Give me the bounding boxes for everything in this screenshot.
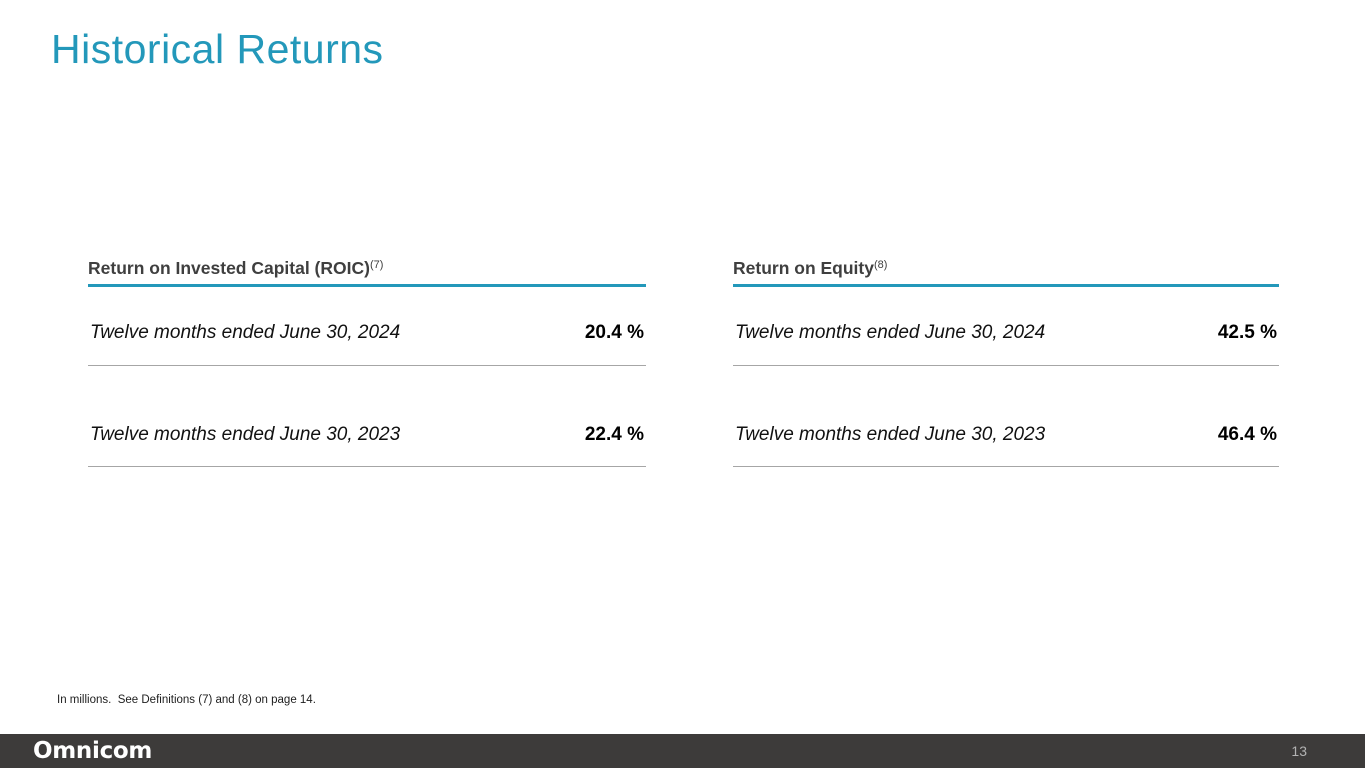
page-title: Historical Returns: [51, 26, 384, 72]
row-value: 20.4 %: [584, 322, 644, 343]
roe-table-title: Return on Equity(8): [733, 252, 1279, 287]
row-label: Twelve months ended June 30, 2023: [735, 424, 1046, 445]
footer-bar: Omnicom 13: [0, 734, 1365, 768]
table-row: Twelve months ended June 30, 2023 22.4 %: [88, 366, 646, 467]
page-number: 13: [1291, 743, 1307, 759]
table-row: Twelve months ended June 30, 2023 46.4 %: [733, 366, 1279, 467]
row-value: 42.5 %: [1217, 322, 1277, 343]
roic-table-title-text: Return on Invested Capital (ROIC): [88, 258, 370, 278]
roic-footnote-marker: (7): [369, 259, 384, 271]
roe-table-title-text: Return on Equity: [733, 258, 874, 278]
roic-table-title: Return on Invested Capital (ROIC)(7): [88, 252, 646, 287]
row-label: Twelve months ended June 30, 2024: [735, 322, 1046, 343]
roe-footnote-marker: (8): [873, 259, 888, 271]
row-value: 22.4 %: [584, 424, 644, 445]
roe-table: Return on Equity(8) Twelve months ended …: [733, 252, 1279, 467]
row-value: 46.4 %: [1217, 424, 1277, 445]
footnote: In millions. See Definitions (7) and (8)…: [57, 694, 316, 706]
table-row: Twelve months ended June 30, 2024 20.4 %: [88, 287, 646, 366]
row-label: Twelve months ended June 30, 2023: [90, 424, 401, 445]
omnicom-logo: Omnicom: [33, 738, 153, 764]
roic-table: Return on Invested Capital (ROIC)(7) Twe…: [88, 252, 646, 467]
row-label: Twelve months ended June 30, 2024: [90, 322, 401, 343]
table-row: Twelve months ended June 30, 2024 42.5 %: [733, 287, 1279, 366]
